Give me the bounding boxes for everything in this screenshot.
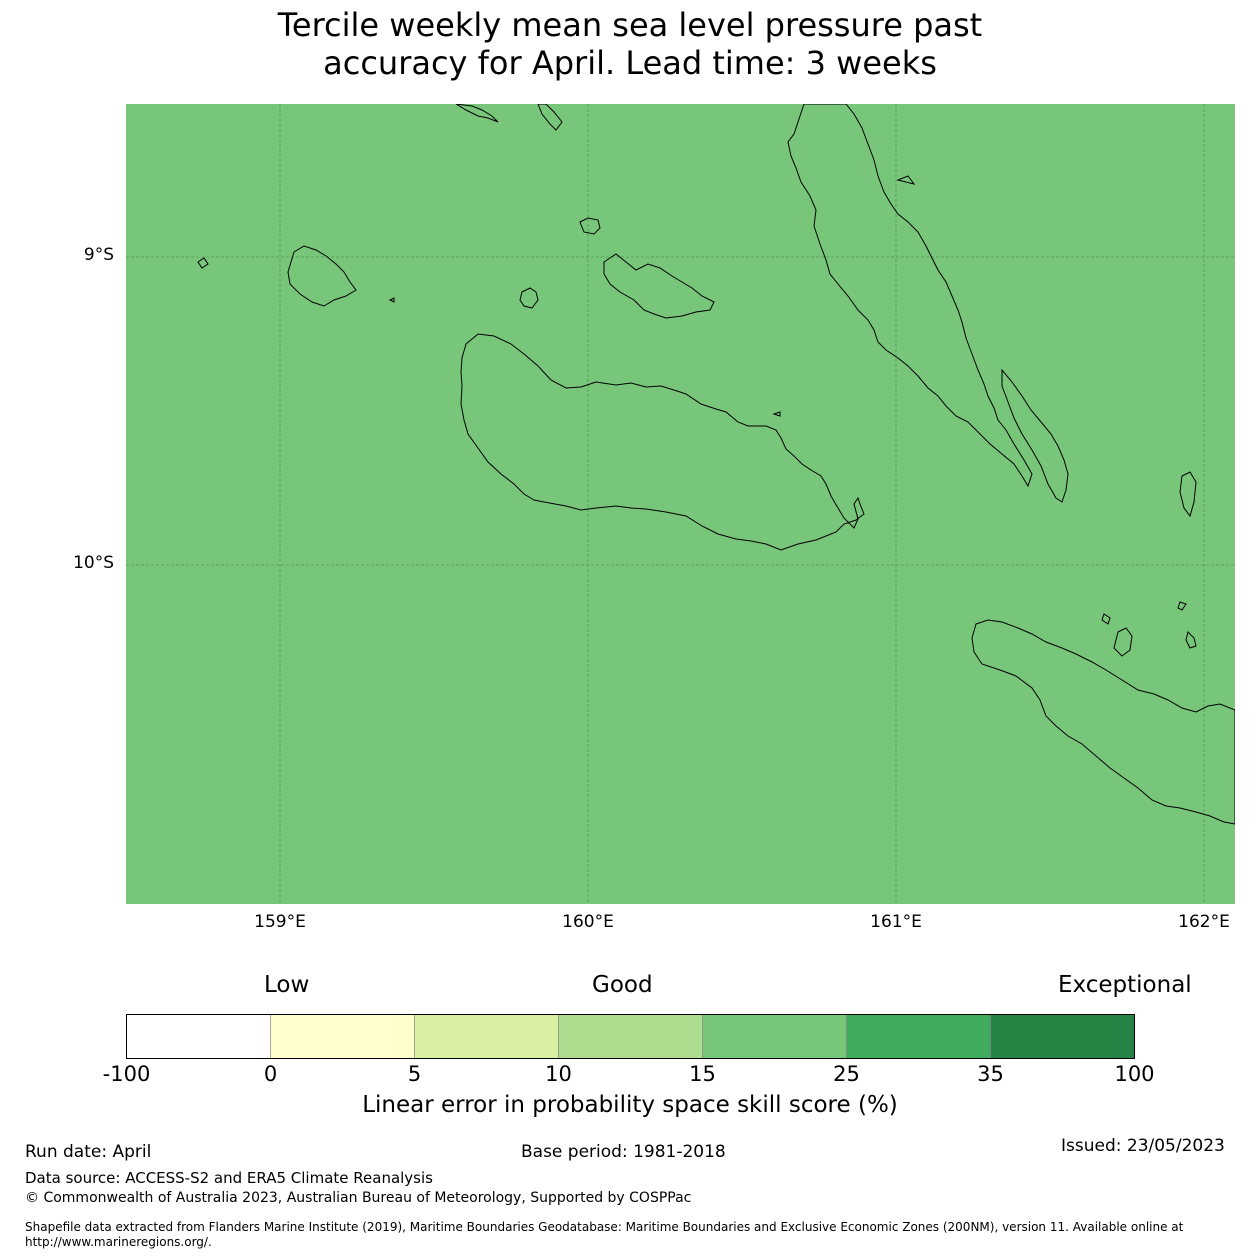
coastline-makira <box>971 619 1235 825</box>
shapefile-credit: Shapefile data extracted from Flanders M… <box>25 1220 1184 1249</box>
copyright: © Commonwealth of Australia 2023, Austra… <box>25 1190 692 1206</box>
colorbar-cell-0 <box>126 1014 271 1059</box>
lon-label-160e: 160°E <box>562 912 614 932</box>
coastline-islet-e1 <box>1101 613 1111 625</box>
colorbar-outline <box>126 1014 1135 1059</box>
coastline-islet-e4 <box>1179 471 1197 518</box>
lon-label-161e: 161°E <box>870 912 922 932</box>
colorbar-title: Linear error in probability space skill … <box>362 1092 898 1118</box>
run-date: Run date: April <box>25 1142 152 1162</box>
colorbar-cell-5 <box>846 1014 991 1059</box>
colorbar-tick-label: 35 <box>977 1062 1004 1086</box>
coastline-small-malaita <box>1001 368 1069 503</box>
coastline-islet-russell-east <box>388 297 395 303</box>
coastlines <box>197 104 1235 825</box>
data-source: Data source: ACCESS-S2 and ERA5 Climate … <box>25 1169 433 1187</box>
coastline-north-islet-2 <box>537 104 563 131</box>
colorbar <box>126 1014 1135 1059</box>
coastline-north-islet-3 <box>579 217 601 235</box>
colorbar-cell-6 <box>990 1014 1135 1059</box>
map-title: Tercile weekly mean sea level pressure p… <box>0 6 1260 82</box>
coastline-malaita <box>787 104 1033 488</box>
title-line-2: accuracy for April. Lead time: 3 weeks <box>323 44 937 82</box>
base-period: Base period: 1981-2018 <box>521 1142 726 1162</box>
title-line-1: Tercile weekly mean sea level pressure p… <box>277 6 983 44</box>
colorbar-tick-label: 0 <box>263 1062 278 1086</box>
coastline-islet-e6 <box>896 175 916 185</box>
coastline-russell-islands <box>287 245 357 307</box>
colorbar-tick-label: 10 <box>545 1062 572 1086</box>
coastline-islet-e5 <box>772 411 781 417</box>
colorbar-tick-label: 15 <box>689 1062 716 1086</box>
category-low: Low <box>264 972 310 998</box>
coastline-islet-e3 <box>1185 631 1197 649</box>
colorbar-cell-1 <box>270 1014 415 1059</box>
category-good: Good <box>592 972 653 998</box>
coastline-north-islets <box>455 104 499 123</box>
skill-map <box>126 104 1235 904</box>
coastline-savo <box>519 287 539 309</box>
coastline-islet-west <box>197 257 209 269</box>
colorbar-cell-2 <box>414 1014 559 1059</box>
issued-date: Issued: 23/05/2023 <box>1061 1136 1225 1156</box>
gridlines <box>126 104 1235 904</box>
lat-label-9s: 9°S <box>83 245 114 265</box>
lon-label-159e: 159°E <box>254 912 306 932</box>
colorbar-tick-label: 100 <box>1114 1062 1155 1086</box>
colorbar-tick-label: 25 <box>833 1062 860 1086</box>
colorbar-tick-label: -100 <box>102 1062 151 1086</box>
coastline-ugi <box>1113 627 1133 657</box>
lon-label-162e: 162°E <box>1178 912 1230 932</box>
coastline-nggela <box>603 253 715 319</box>
colorbar-tick-label: 5 <box>407 1062 422 1086</box>
map-background <box>126 104 1235 904</box>
colorbar-cell-3 <box>558 1014 703 1059</box>
coastline-guadalcanal <box>460 333 865 551</box>
lat-label-10s: 10°S <box>73 553 114 573</box>
colorbar-cell-4 <box>702 1014 847 1059</box>
coastline-islet-e2 <box>1177 601 1187 611</box>
category-exceptional: Exceptional <box>1058 972 1192 998</box>
